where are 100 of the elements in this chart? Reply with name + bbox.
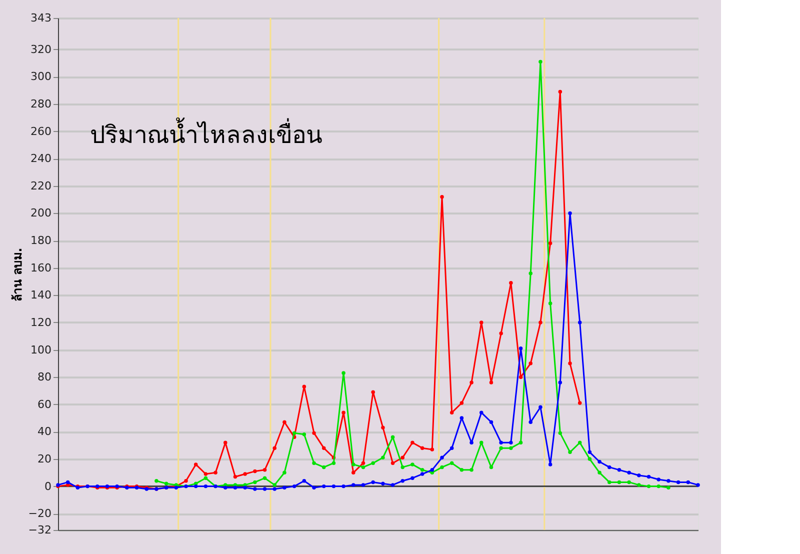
point [262,468,267,472]
point [332,461,336,465]
y-tick-label: 120 [30,316,52,329]
point [292,431,296,435]
point [164,482,168,486]
point [371,461,375,465]
point [302,432,306,436]
y-tick-label: 100 [30,343,52,356]
point [194,462,198,466]
y-tick-label: 200 [30,206,52,220]
point [400,456,404,460]
point [204,476,208,480]
point [499,332,503,336]
y-tick-label: 320 [30,42,52,56]
point [558,90,562,94]
point [282,470,286,475]
y-tick-label: 300 [30,70,52,84]
point [470,468,474,472]
point [518,375,523,379]
text: ปริมาณน้ำไหลลงเขื่อน [90,117,322,149]
point [352,462,356,466]
point [617,480,622,484]
point [460,468,464,472]
point [381,456,385,460]
point [253,469,257,474]
point [548,301,552,306]
point [460,401,464,405]
y-tick-label: 80 [38,370,52,384]
point [509,281,513,285]
point [322,465,326,470]
point [598,470,602,475]
point [410,440,414,444]
point [204,472,208,476]
point [489,465,494,470]
point [548,241,552,246]
point [538,60,542,64]
y-tick-label: 180 [30,234,52,248]
point [470,380,474,384]
point [450,410,454,414]
point [312,461,316,465]
y-axis-title: ล้าน ลบม. [10,248,24,302]
y-tick-label: 140 [30,288,52,302]
point [509,446,513,450]
y-tick-label: 220 [30,179,52,192]
point [243,472,247,476]
point [233,474,238,479]
point [352,470,356,475]
point [282,420,286,424]
point [656,484,660,488]
point [420,446,424,450]
point [262,476,267,480]
y-tick-label: 343 [30,12,52,24]
point [528,271,532,276]
point [480,320,484,324]
point [342,410,346,414]
point [410,462,414,466]
point [646,484,651,488]
y-tick-label: 60 [38,398,52,411]
point [489,380,494,384]
point [440,194,444,199]
y-tick-label: 240 [30,152,52,166]
point [588,457,592,461]
point [253,480,257,484]
point [440,465,444,470]
point [538,320,542,324]
point [450,461,454,465]
y-tick-label: −20 [28,507,52,520]
point [361,465,366,470]
point [578,401,582,405]
point [184,478,188,483]
point [154,478,158,483]
point [578,440,582,444]
point [430,448,434,452]
point [637,483,641,487]
point [568,362,572,366]
point [390,435,395,440]
point [558,431,562,435]
y-tick-label: −32 [28,524,52,536]
point [272,483,276,487]
point [666,486,670,490]
point [302,384,306,389]
point [627,480,631,484]
y-tick-label: 260 [30,124,52,138]
point [322,446,326,450]
y-tick-label: 40 [38,425,52,438]
point [568,450,572,454]
point [272,446,276,450]
point [312,431,316,435]
point [381,426,385,430]
point [528,362,532,366]
y-tick-label: 0 [44,480,52,493]
point [608,480,612,484]
y-tick-label: 160 [30,261,52,274]
point [342,371,346,375]
y-tick-label: 280 [30,98,52,111]
point [390,461,395,465]
y-tick-label: 20 [38,452,52,466]
point [361,461,366,465]
point [371,390,375,394]
point [480,440,484,444]
